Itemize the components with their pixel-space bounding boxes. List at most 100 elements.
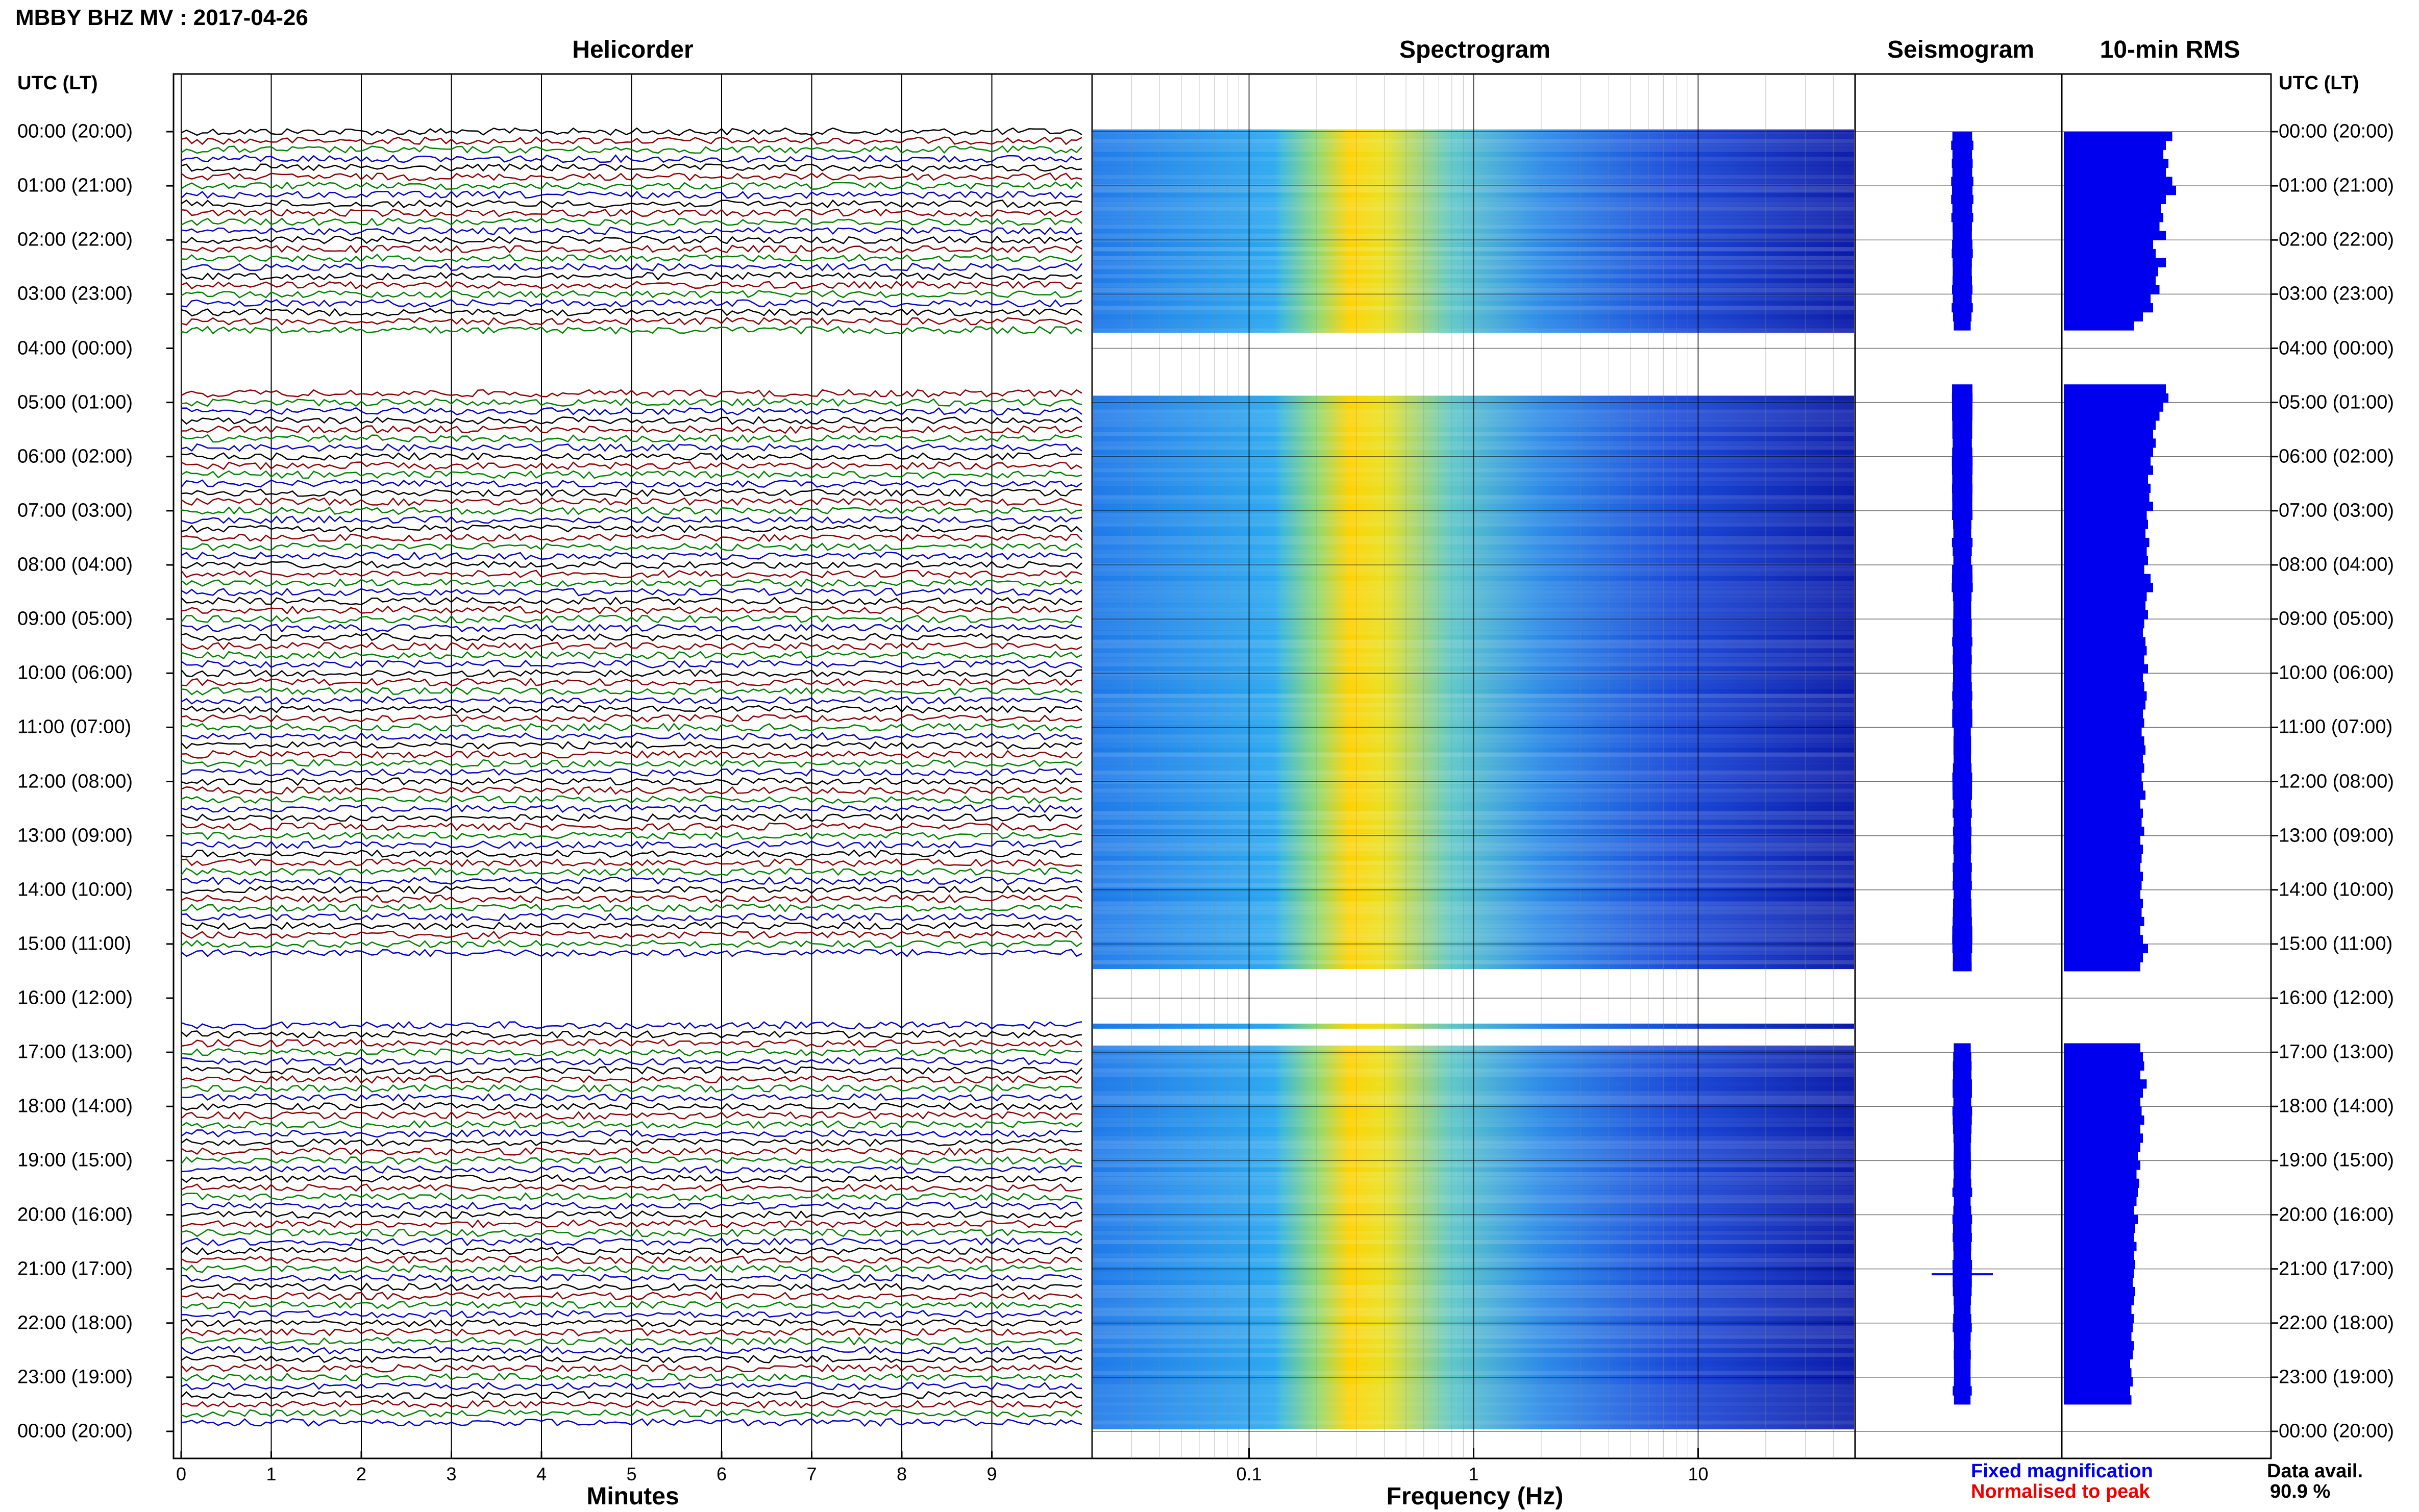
seismogram-segment xyxy=(1953,754,1971,764)
rms-bar xyxy=(2064,781,2143,791)
rms-bar xyxy=(2064,565,2144,575)
time-axis-header-left: UTC (LT) xyxy=(17,72,98,94)
helicorder-trace xyxy=(181,1075,1082,1084)
seismogram-segment xyxy=(1953,862,1972,872)
seismogram-spike xyxy=(1932,1273,1993,1276)
data-avail-label: Data avail. xyxy=(2267,1460,2363,1482)
helicorder-trace xyxy=(181,163,1082,172)
rms-bar xyxy=(2064,249,2156,259)
time-label-right: 12:00 (08:00) xyxy=(2279,771,2395,792)
seismogram-segment xyxy=(1953,267,1972,277)
helicorder-tick-label: 5 xyxy=(626,1464,637,1484)
helicorder-trace xyxy=(181,1282,1082,1292)
rms-bar xyxy=(2064,448,2153,457)
seismogram-segment xyxy=(1953,1079,1972,1089)
helicorder-trace xyxy=(181,777,1082,786)
rms-bar xyxy=(2064,1160,2140,1170)
seismogram-segment xyxy=(1952,167,1972,177)
seismogram-segment xyxy=(1952,790,1972,800)
rms-bar xyxy=(2064,691,2147,701)
rms-bar xyxy=(2064,745,2145,755)
rms-bar xyxy=(2064,899,2143,908)
seismogram-segment xyxy=(1952,402,1972,412)
helicorder-trace xyxy=(181,479,1082,488)
helicorder-tick-label: 2 xyxy=(356,1464,367,1484)
rms-bar xyxy=(2064,935,2143,945)
rms-bar xyxy=(2064,916,2144,926)
seismogram-segment xyxy=(1954,1143,1971,1152)
seismogram-segment xyxy=(1953,1124,1972,1134)
helicorder-trace xyxy=(181,524,1082,533)
rms-bar xyxy=(2064,1151,2138,1161)
seismogram-segment xyxy=(1954,889,1971,899)
time-label-right: 20:00 (16:00) xyxy=(2279,1204,2395,1225)
rms-bar xyxy=(2064,556,2148,565)
rms-bar xyxy=(2064,790,2145,800)
helicorder-trace xyxy=(181,316,1082,326)
seismogram-segment xyxy=(1953,1088,1972,1098)
rms-bar xyxy=(2064,601,2145,610)
rms-bar xyxy=(2064,700,2145,710)
seismogram-segment xyxy=(1953,1097,1971,1107)
helicorder-trace xyxy=(181,1038,1082,1048)
helicorder-trace xyxy=(181,687,1082,696)
seismogram-segment xyxy=(1953,908,1972,918)
time-label-left: 08:00 (04:00) xyxy=(17,554,133,576)
time-label-left: 20:00 (16:00) xyxy=(17,1204,133,1225)
time-label-right: 04:00 (00:00) xyxy=(2279,337,2395,359)
rms-bar xyxy=(2064,519,2148,529)
seismogram-segment xyxy=(1954,1395,1971,1405)
rms-bar xyxy=(2064,1323,2133,1332)
helicorder-trace xyxy=(181,587,1082,597)
rms-bar xyxy=(2064,167,2166,177)
seismogram-segment xyxy=(1953,1323,1972,1332)
rms-bar xyxy=(2064,1232,2134,1243)
helicorder-trace xyxy=(181,1138,1082,1147)
helicorder-tick-label: 3 xyxy=(446,1464,457,1484)
seismogram-segment xyxy=(1953,592,1972,602)
seismogram-segment xyxy=(1952,709,1972,719)
rms-bar xyxy=(2064,1079,2147,1089)
seismogram-segment xyxy=(1953,655,1972,665)
helicorder-trace xyxy=(181,641,1082,651)
rms-bar xyxy=(2064,944,2148,954)
seismogram-segment xyxy=(1953,610,1971,619)
rms-bar xyxy=(2064,1133,2143,1143)
rms-bar xyxy=(2064,1269,2134,1278)
seismogram-segment xyxy=(1953,231,1972,240)
helicorder-trace xyxy=(181,705,1082,714)
helicorder-tick-label: 9 xyxy=(986,1464,997,1484)
seismogram-segment xyxy=(1953,881,1972,890)
time-label-right: 19:00 (15:00) xyxy=(2279,1149,2395,1171)
time-label-left: 15:00 (11:00) xyxy=(17,933,132,955)
spectrogram-x-label: Frequency (Hz) xyxy=(1386,1483,1564,1510)
helicorder-trace xyxy=(181,831,1082,840)
rms-bar xyxy=(2064,177,2173,186)
helicorder-trace xyxy=(181,416,1082,425)
rms-bar xyxy=(2064,1205,2134,1215)
time-label-left: 12:00 (08:00) xyxy=(17,771,133,792)
helicorder-trace xyxy=(181,768,1082,777)
helicorder-trace xyxy=(181,1354,1082,1364)
rms-bar xyxy=(2064,529,2145,538)
rms-bar xyxy=(2064,465,2153,475)
time-label-left: 05:00 (01:00) xyxy=(17,391,133,413)
rms-bar xyxy=(2064,655,2144,665)
rms-bar xyxy=(2064,240,2153,250)
helicorder-trace xyxy=(181,1048,1082,1057)
rms-bar xyxy=(2064,772,2142,782)
rms-bar xyxy=(2064,1350,2133,1359)
time-label-right: 16:00 (12:00) xyxy=(2279,987,2395,1009)
seismogram-segment xyxy=(1952,285,1973,294)
rms-bar xyxy=(2064,1359,2130,1369)
rms-bar xyxy=(2064,1341,2134,1351)
seismogram-title: Seismogram xyxy=(1887,36,2035,63)
helicorder-title: Helicorder xyxy=(572,36,694,63)
helicorder-trace xyxy=(181,560,1082,569)
rms-bar xyxy=(2064,835,2140,845)
helicorder-trace xyxy=(181,542,1082,552)
rms-bar xyxy=(2064,736,2144,746)
seismogram-segment xyxy=(1954,1296,1971,1305)
rms-bar xyxy=(2064,1377,2133,1387)
rms-bar xyxy=(2064,502,2153,511)
